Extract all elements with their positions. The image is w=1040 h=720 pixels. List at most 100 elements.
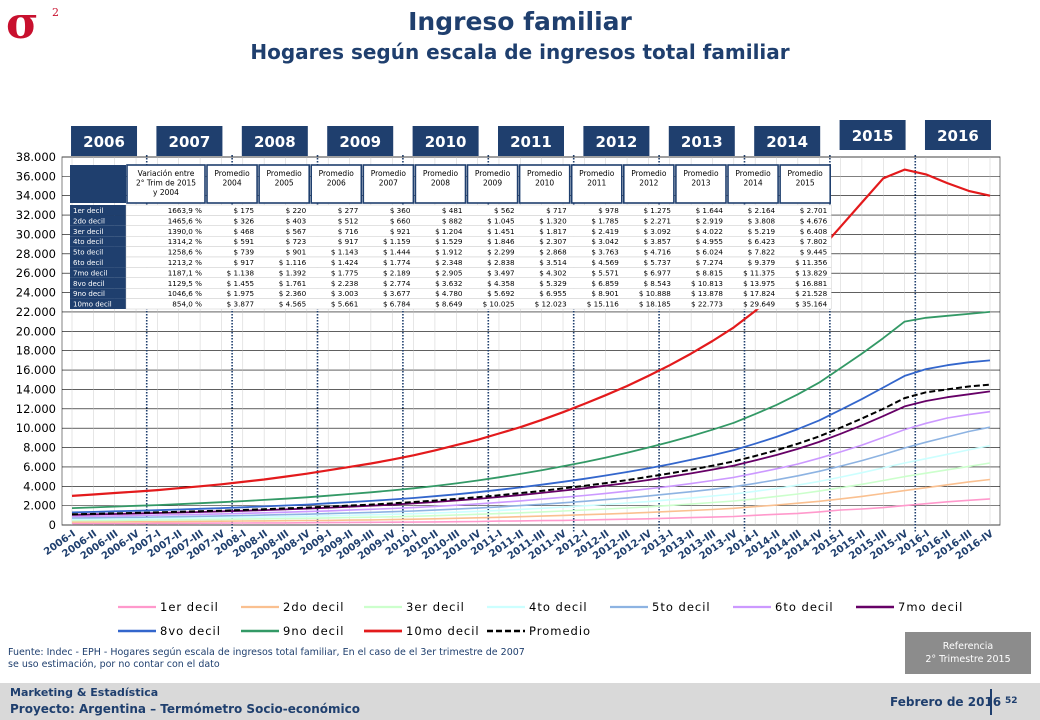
table-cell: $ 8.815	[696, 268, 723, 277]
table-cell: $ 6.784	[383, 300, 411, 309]
table-row-label: 1er decil	[73, 207, 103, 215]
series-line	[71, 462, 991, 522]
table-cell: $ 739	[234, 248, 255, 257]
table-row-label: 4to decil	[73, 238, 103, 246]
table-cell: 1258,6 %	[168, 248, 202, 257]
series-line	[71, 168, 991, 497]
table-cell: $ 4.569	[591, 258, 619, 267]
y-tick-label: 12.000	[16, 402, 56, 416]
table-header-label: Promedio	[631, 169, 667, 178]
legend-label: 10mo decil	[406, 624, 480, 638]
table-header-label: 2004	[223, 179, 242, 188]
table-row-label: 8vo decil	[73, 280, 105, 288]
table-header-label: Promedio	[267, 169, 303, 178]
table-row-label-bg	[70, 215, 126, 226]
year-badge	[71, 126, 138, 156]
table-cell: $ 5.692	[487, 289, 514, 298]
logo-superscript: 2	[52, 6, 59, 19]
source-line-2: se uso estimación, por no contar con el …	[8, 659, 220, 670]
footer-bar: Marketing & Estadística Proyecto: Argent…	[0, 683, 1040, 720]
legend-label: 1er decil	[160, 600, 219, 614]
y-tick-label: 2.000	[23, 499, 56, 513]
source-line-1: Fuente: Indec - EPH - Hogares según esca…	[8, 647, 525, 658]
table-cell: $ 2.701	[800, 206, 827, 215]
y-tick-label: 26.000	[16, 266, 56, 280]
table-cell: $ 3.808	[748, 216, 776, 225]
table-row-label-bg	[70, 277, 126, 289]
table-cell: $ 4.565	[279, 300, 306, 309]
table-cell: $ 1.455	[227, 279, 254, 288]
table-cell: $ 4.358	[487, 279, 515, 288]
table-cell: $ 9.445	[800, 248, 827, 257]
y-tick-label: 20.000	[16, 324, 56, 338]
year-badge-label: 2015	[852, 127, 894, 145]
table-cell: $ 917	[338, 237, 359, 246]
table-cell: $ 1.529	[435, 237, 463, 246]
table-cell: $ 717	[546, 206, 567, 215]
year-badge	[583, 126, 650, 156]
series-line	[71, 426, 991, 519]
table-cell: $ 5.571	[591, 268, 618, 277]
table-cell: $ 3.042	[591, 237, 618, 246]
table-cell: $ 22.773	[691, 300, 723, 309]
table-cell: 1390,0 %	[168, 227, 202, 236]
table-cell: $ 15.116	[587, 300, 619, 309]
year-badge-label: 2009	[339, 133, 381, 151]
table-row-label-bg	[70, 246, 126, 257]
table-cell: $ 7.274	[696, 258, 724, 267]
y-tick-label: 18.000	[16, 344, 56, 358]
table-cell: $ 220	[286, 206, 307, 215]
table-cell: $ 8.649	[435, 300, 463, 309]
table-cell: $ 1.644	[696, 206, 724, 215]
table-cell: $ 3.877	[227, 300, 254, 309]
year-badge	[241, 126, 308, 156]
table-header-label: 2013	[691, 179, 710, 188]
table-cell: $ 21.528	[795, 289, 827, 298]
year-badge	[327, 126, 394, 156]
year-badge-label: 2011	[510, 133, 552, 151]
table-cell: $ 3.497	[487, 268, 514, 277]
table-cell: $ 3.857	[643, 237, 670, 246]
year-badge-label: 2007	[169, 133, 211, 151]
table-cell: $ 5.661	[331, 300, 358, 309]
table-cell: $ 1.912	[435, 248, 462, 257]
y-tick-label: 28.000	[16, 247, 56, 261]
y-tick-label: 6.000	[23, 460, 56, 474]
table-header-cell	[310, 164, 363, 204]
table-cell: $ 2.271	[643, 216, 670, 225]
table-cell: $ 5.737	[643, 258, 670, 267]
table-row-label: 3er decil	[73, 228, 103, 236]
table-cell: 1663,9 %	[168, 206, 202, 215]
table-cell: $ 512	[338, 216, 359, 225]
table-row-label-bg	[70, 205, 126, 216]
table-header-label: Promedio	[371, 169, 407, 178]
table-cell: $ 10.888	[639, 289, 671, 298]
table-cell: $ 16.881	[795, 279, 827, 288]
series-line	[71, 444, 991, 521]
table-cell: $ 901	[286, 248, 307, 257]
table-cell: 1314,2 %	[168, 237, 202, 246]
table-header-label: Promedio	[683, 169, 719, 178]
table-cell: $ 3.632	[435, 279, 462, 288]
table-cell: $ 716	[338, 227, 359, 236]
table-cell: $ 7.822	[748, 248, 775, 257]
table-row	[125, 225, 832, 237]
source-note: Fuente: Indec - EPH - Hogares según esca…	[8, 647, 525, 671]
table-row-label: 9no decil	[73, 290, 105, 298]
table-cell: $ 3.677	[383, 289, 410, 298]
table-cell: $ 17.824	[743, 289, 775, 298]
table-header-cell	[779, 164, 831, 204]
table-cell: $ 2.360	[279, 289, 307, 298]
table-cell: $ 360	[390, 206, 411, 215]
y-tick-label: 22.000	[16, 305, 56, 319]
year-badge	[668, 126, 735, 156]
table-header-label: 2008	[431, 179, 450, 188]
table-row-label: 2do decil	[73, 217, 105, 225]
table-header-label: Promedio	[579, 169, 615, 178]
table-cell: $ 567	[286, 227, 307, 236]
table-cell: $ 1.143	[331, 248, 358, 257]
table-header-cell	[570, 164, 623, 204]
table-header-label: Promedio	[475, 169, 511, 178]
table-cell: 1213,2 %	[168, 258, 202, 267]
table-cell: $ 5.329	[539, 279, 567, 288]
